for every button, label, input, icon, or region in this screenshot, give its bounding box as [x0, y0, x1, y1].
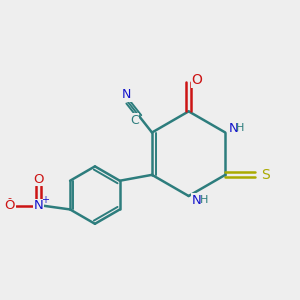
- Text: C: C: [130, 114, 139, 127]
- Text: O: O: [4, 199, 15, 212]
- Text: S: S: [261, 168, 270, 182]
- Text: O: O: [191, 74, 202, 87]
- Text: H: H: [236, 123, 244, 133]
- Text: -: -: [8, 194, 12, 203]
- Text: O: O: [33, 173, 44, 186]
- Text: N: N: [192, 194, 202, 207]
- Text: H: H: [200, 195, 208, 206]
- Text: +: +: [41, 194, 49, 205]
- Text: N: N: [122, 88, 131, 101]
- Text: N: N: [34, 199, 43, 212]
- Text: N: N: [229, 122, 238, 135]
